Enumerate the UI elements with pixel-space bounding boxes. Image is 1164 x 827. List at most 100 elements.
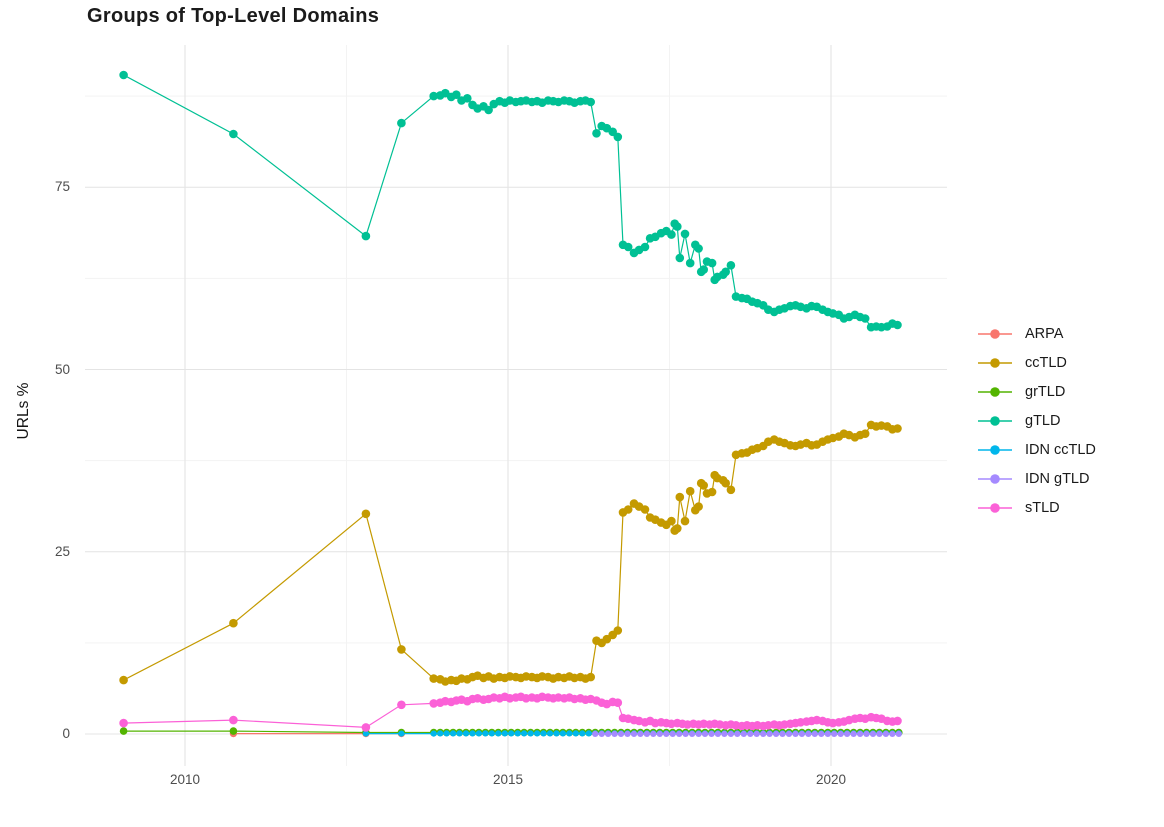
data-point-idn-gtld — [592, 730, 599, 738]
legend-label: IDN ccTLD — [1025, 441, 1096, 458]
data-point-idn-gtld — [727, 730, 735, 738]
data-point-idn-cctld — [501, 730, 508, 737]
data-point-idn-gtld — [766, 730, 773, 738]
data-point-cctld — [699, 481, 708, 490]
data-point-idn-gtld — [753, 730, 760, 738]
data-point-idn-gtld — [721, 730, 728, 738]
data-point-idn-gtld — [676, 730, 683, 738]
data-point-idn-gtld — [824, 730, 831, 738]
data-point-idn-gtld — [869, 730, 877, 738]
data-point-cctld — [726, 485, 736, 495]
data-point-gtld — [429, 91, 439, 101]
data-point-gtld — [694, 244, 703, 253]
legend-key-icon — [978, 328, 1012, 339]
data-point-idn-cctld — [437, 730, 444, 737]
data-point-gtld — [675, 253, 685, 263]
legend-item-grtld: grTLD — [977, 377, 1096, 406]
legend-key-icon — [978, 444, 1012, 455]
y-tick-label: 0 — [62, 726, 70, 741]
legend-label: ccTLD — [1025, 354, 1067, 371]
data-point-idn-gtld — [624, 730, 631, 738]
y-tick-label: 75 — [54, 179, 70, 195]
data-point-idn-cctld — [488, 730, 495, 737]
data-point-idn-gtld — [779, 730, 786, 738]
data-point-gtld — [640, 242, 650, 252]
series-line-gtld — [123, 74, 898, 328]
data-point-idn-cctld — [482, 730, 489, 737]
data-point-gtld — [667, 230, 676, 239]
data-point-idn-gtld — [605, 730, 612, 738]
data-point-idn-cctld — [514, 730, 521, 737]
data-point-gtld — [613, 132, 623, 142]
data-point-idn-cctld — [475, 730, 482, 737]
data-point-grtld — [119, 727, 128, 735]
data-point-idn-gtld — [747, 730, 754, 738]
data-point-idn-gtld — [773, 730, 780, 738]
legend-key-icon — [978, 415, 1012, 426]
data-point-gtld — [586, 97, 595, 107]
data-point-idn-cctld — [566, 730, 573, 737]
legend-item-arpa: ARPA — [977, 319, 1096, 348]
legend-item-gtld: gTLD — [977, 406, 1096, 435]
data-point-gtld — [893, 320, 902, 330]
data-point-gtld — [463, 94, 472, 103]
data-point-gtld — [685, 258, 695, 268]
data-point-cctld — [893, 424, 902, 433]
data-point-cctld — [361, 509, 371, 519]
data-point-cctld — [397, 645, 406, 654]
data-point-idn-cctld — [527, 730, 534, 737]
legend-item-cctld: ccTLD — [977, 348, 1096, 377]
data-point-gtld — [119, 70, 128, 80]
data-point-idn-gtld — [882, 730, 890, 738]
data-point-idn-cctld — [553, 730, 560, 737]
data-point-gtld — [707, 258, 717, 268]
data-point-idn-gtld — [863, 730, 870, 738]
data-point-idn-gtld — [734, 730, 741, 738]
data-point-idn-cctld — [534, 730, 541, 737]
x-tick-label: 2020 — [815, 772, 847, 787]
data-point-idn-gtld — [805, 730, 812, 738]
legend-key-icon — [978, 386, 1012, 397]
data-point-idn-cctld — [462, 730, 470, 737]
y-tick-label: 25 — [54, 543, 70, 559]
data-point-idn-gtld — [689, 730, 696, 738]
data-point-idn-gtld — [889, 730, 896, 738]
data-point-idn-gtld — [760, 730, 767, 738]
data-point-idn-gtld — [617, 730, 625, 738]
data-point-cctld — [640, 505, 650, 514]
data-point-idn-cctld — [495, 730, 502, 737]
data-point-stld — [119, 718, 128, 728]
data-point-gtld — [397, 118, 406, 128]
x-tick-label: 2015 — [492, 772, 524, 787]
data-point-gtld — [229, 129, 238, 139]
data-point-idn-gtld — [876, 730, 883, 738]
data-point-idn-cctld — [559, 730, 567, 737]
data-point-idn-gtld — [663, 730, 670, 738]
data-point-idn-cctld — [430, 730, 437, 737]
data-point-idn-gtld — [682, 730, 689, 738]
data-point-idn-cctld — [508, 730, 515, 737]
data-point-idn-gtld — [831, 730, 838, 738]
legend-item-idn-gtld: IDN gTLD — [977, 464, 1096, 493]
data-point-gtld — [592, 129, 601, 138]
data-point-cctld — [623, 505, 633, 514]
legend-label: IDN gTLD — [1025, 470, 1090, 487]
data-point-stld — [429, 699, 439, 708]
data-point-idn-gtld — [740, 730, 747, 738]
data-point-idn-gtld — [598, 730, 605, 738]
data-point-idn-gtld — [695, 730, 702, 738]
legend-key-icon — [978, 473, 1012, 484]
legend-key-icon — [978, 357, 1012, 368]
data-point-idn-cctld — [450, 730, 457, 737]
data-point-idn-cctld — [546, 730, 554, 737]
data-point-idn-cctld — [572, 730, 579, 737]
data-point-idn-cctld — [398, 730, 405, 737]
data-point-idn-gtld — [630, 730, 638, 738]
data-point-idn-cctld — [585, 730, 592, 737]
data-point-cctld — [685, 486, 695, 496]
data-point-gtld — [361, 231, 371, 241]
data-point-stld — [893, 716, 902, 726]
data-point-idn-gtld — [785, 730, 793, 738]
